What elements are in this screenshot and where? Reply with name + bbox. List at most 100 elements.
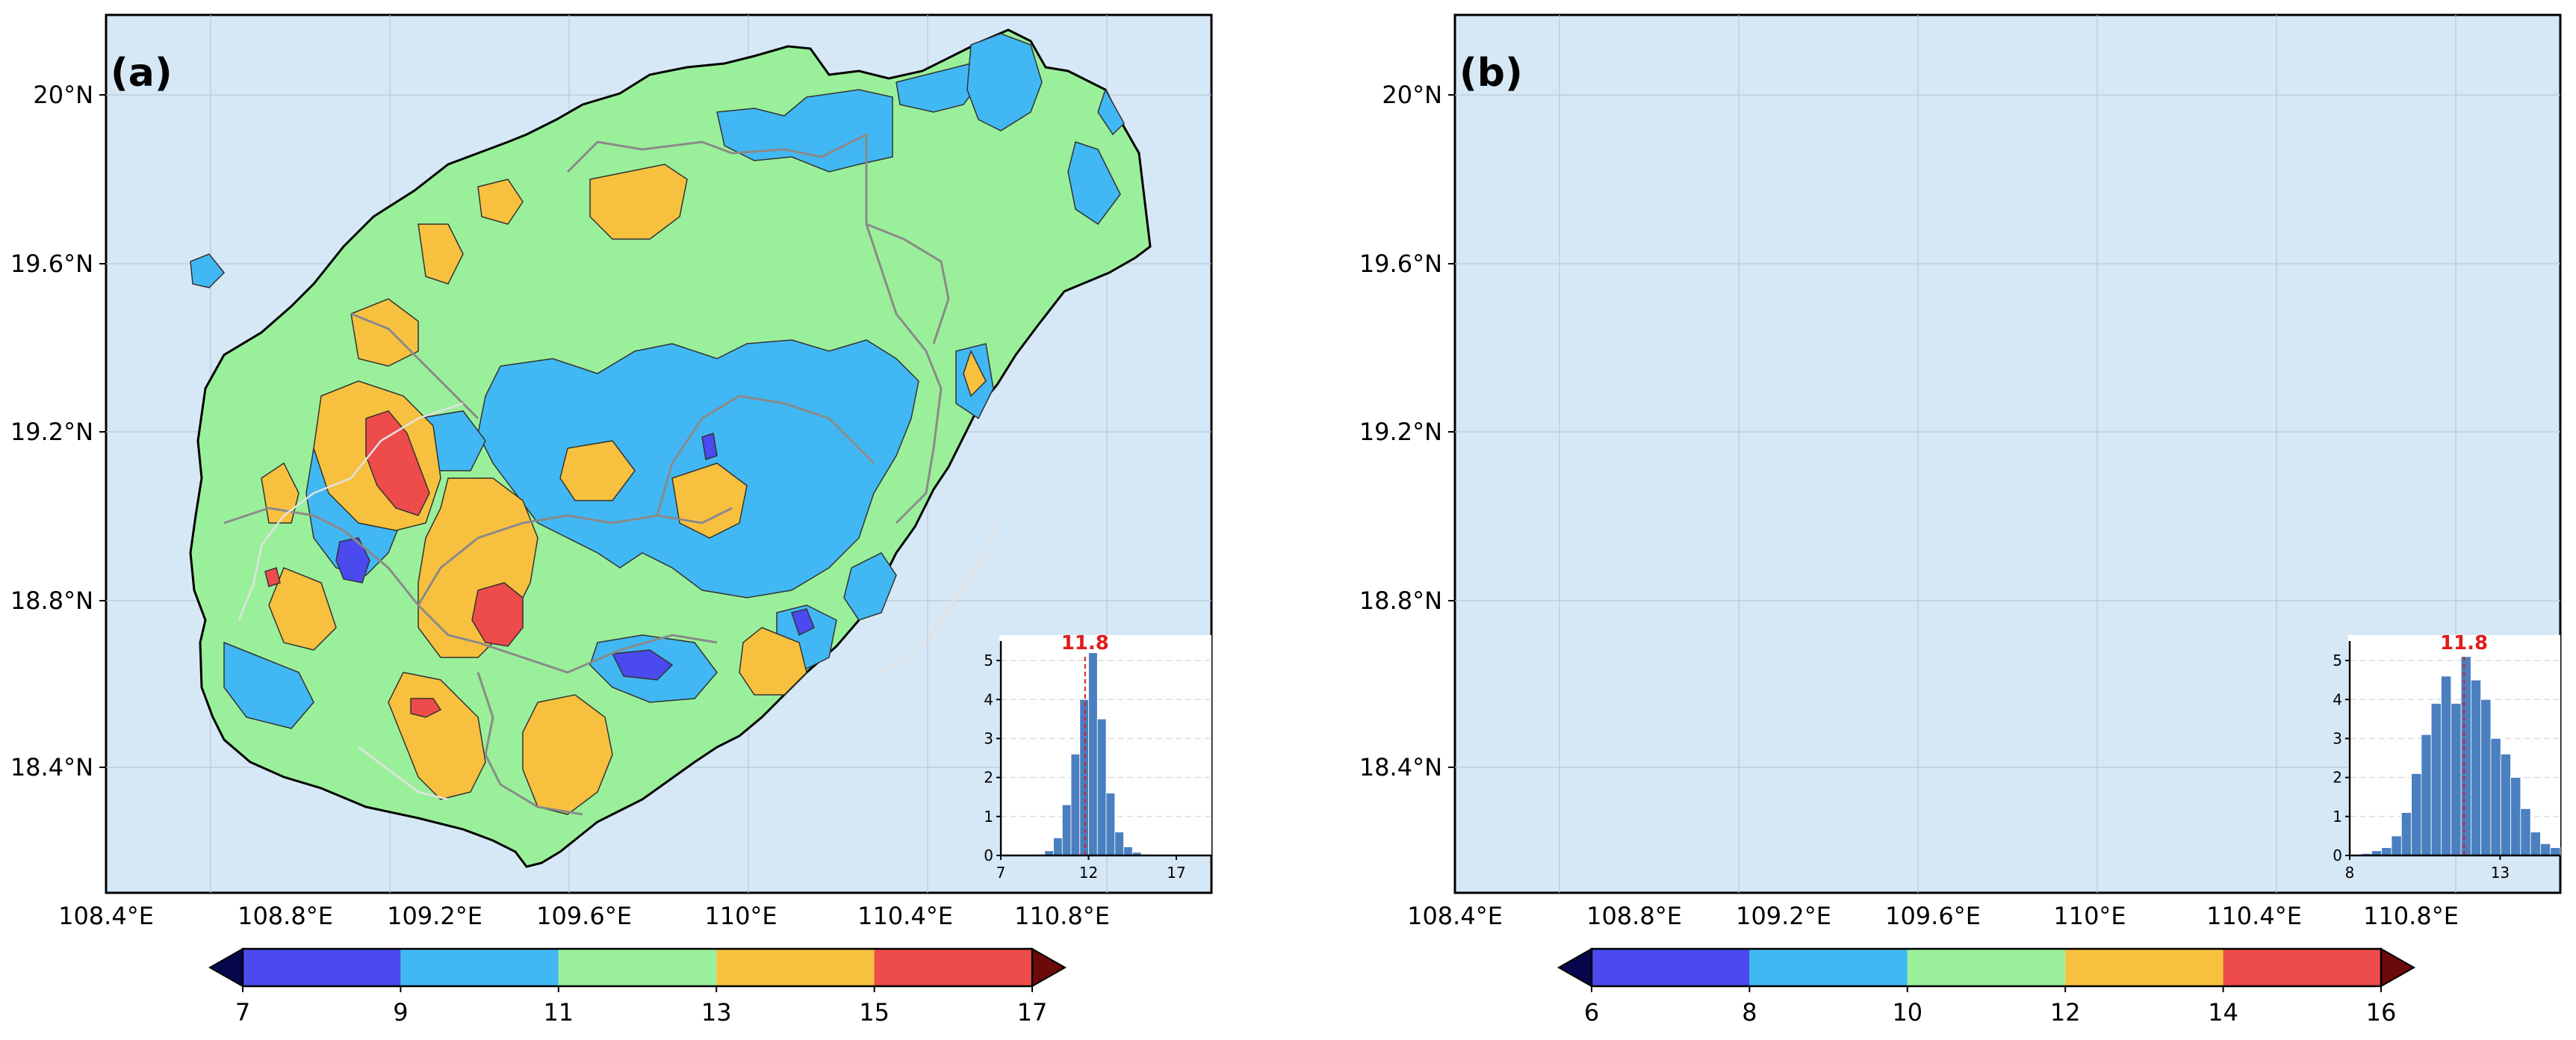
x-tick-label: 109.6°E — [536, 902, 632, 930]
colorbar-segment — [2223, 949, 2381, 986]
hist-x-tick-label: 13 — [2491, 864, 2510, 882]
colorbar-tick-label: 12 — [2050, 998, 2081, 1027]
contour-level-7-9 — [335, 433, 815, 681]
hist-bar — [2550, 847, 2561, 856]
hist-bar — [2460, 656, 2471, 856]
panel-a-label: (a) — [111, 51, 173, 96]
hist-x-tick-label: 7 — [996, 864, 1006, 882]
colorbar-tick-label: 16 — [2366, 998, 2397, 1027]
hist-bar — [1105, 793, 1116, 856]
hist-x-tick-label: 8 — [2345, 864, 2355, 882]
y-tick-label: 18.8°N — [10, 586, 93, 615]
y-tick-label: 18.8°N — [1359, 586, 1442, 615]
hist-y-tick-label: 5 — [984, 651, 993, 669]
colorbar-tick-label: 7 — [235, 998, 250, 1027]
map-gridlines — [1455, 15, 2560, 893]
y-tick-label: 19.2°N — [10, 418, 93, 446]
hist-bar — [1123, 846, 1133, 856]
colorbar-tick-label: 9 — [393, 998, 408, 1027]
colorbar-segments — [208, 947, 1067, 988]
hist-bar — [1088, 652, 1098, 856]
hist-bar — [2530, 832, 2541, 856]
hist-bar — [2490, 738, 2501, 856]
hist-bar — [2480, 699, 2492, 856]
x-tick-label: 110.8°E — [2363, 902, 2459, 930]
y-axis-labels: 20°N 19.6°N 19.2°N 18.8°N 18.4°N — [1359, 81, 1442, 781]
y-tick-label: 19.6°N — [1359, 250, 1442, 278]
colorbar-tick-label: 14 — [2208, 998, 2238, 1027]
hist-gridlines — [1001, 660, 1211, 817]
y-tick-label: 19.2°N — [1359, 418, 1442, 446]
panel-b-label: (b) — [1459, 51, 1523, 96]
colorbar-over-extension — [1031, 947, 1067, 988]
hist-y-tick-label: 0 — [984, 846, 993, 864]
colorbar-tick-label: 13 — [701, 998, 732, 1027]
x-tick-label: 110.4°E — [2206, 902, 2302, 930]
hist-bar — [2421, 734, 2432, 856]
colorbar-tick-label: 15 — [859, 998, 890, 1027]
hist-x-tick-label: 12 — [1079, 864, 1098, 882]
colorbar-under-extension — [208, 947, 243, 988]
hist-bar — [2510, 777, 2521, 856]
x-tick-label: 110°E — [2053, 902, 2126, 930]
hist-bar — [2470, 679, 2482, 856]
hist-bar — [1061, 804, 1072, 856]
hist-y-ticks: 0 1 2 3 4 5 — [984, 651, 1001, 864]
hist-bar — [2441, 675, 2452, 856]
colorbar-segment — [1592, 949, 1750, 986]
colorbar-segment — [1749, 949, 1908, 986]
hist-bar — [2411, 773, 2422, 856]
colorbar-tick-labels: 7 9 11 13 15 17 — [235, 986, 1048, 1027]
hist-y-tick-label: 4 — [2333, 690, 2342, 708]
hist-y-tick-label: 5 — [2333, 651, 2342, 669]
colorbar-over-extension — [2380, 947, 2416, 988]
x-tick-label: 109.6°E — [1885, 902, 1981, 930]
y-tick-label: 20°N — [33, 81, 93, 109]
hainan-island — [189, 28, 1152, 868]
y-tick-label: 19.6°N — [10, 250, 93, 278]
county-borders — [223, 132, 950, 816]
colorbar-tick-labels: 6 8 10 12 14 16 — [1584, 986, 2397, 1027]
hist-y-tick-label: 2 — [2333, 769, 2342, 787]
panel-b: (b) 20°N 19.6°N 19.2°N 18.8°N 18.4°N 108… — [1359, 13, 2562, 1027]
y-axis-ticks — [1448, 94, 1455, 768]
colorbar-segment — [400, 949, 559, 986]
hist-y-tick-label: 1 — [2333, 808, 2342, 826]
x-tick-label: 110°E — [704, 902, 777, 930]
x-axis-labels: 108.4°E 108.8°E 109.2°E 109.6°E 110°E 11… — [1407, 902, 2459, 930]
colorbar-segment — [716, 949, 875, 986]
hist-y-tick-label: 1 — [984, 808, 993, 826]
x-tick-label: 109.2°E — [387, 902, 482, 930]
x-axis-labels: 108.4°E 108.8°E 109.2°E 109.6°E 110°E 11… — [58, 902, 1110, 930]
y-axis-labels: 20°N 19.6°N 19.2°N 18.8°N 18.4°N — [10, 81, 93, 781]
hist-bar — [1079, 699, 1089, 856]
hist-y-tick-label: 3 — [2333, 729, 2342, 747]
colorbar-segment — [558, 949, 717, 986]
hist-bar — [2430, 703, 2442, 856]
hist-y-tick-label: 4 — [984, 690, 993, 708]
hist-bar — [2540, 843, 2551, 856]
colorbar-tick-label: 10 — [1892, 998, 1922, 1027]
colorbar-tick-label: 6 — [1584, 998, 1599, 1027]
y-tick-label: 18.4°N — [10, 753, 93, 781]
hist-bar — [2400, 812, 2412, 856]
x-tick-label: 108.8°E — [238, 902, 333, 930]
hist-bar — [2451, 703, 2462, 856]
x-tick-label: 108.4°E — [1407, 902, 1503, 930]
hist-y-tick-label: 3 — [984, 729, 993, 747]
inner-white-borders — [238, 402, 1002, 801]
colorbar-tick-label: 17 — [1017, 998, 1048, 1027]
x-tick-label: 110.4°E — [857, 902, 953, 930]
y-axis-ticks — [99, 94, 106, 768]
hist-bar — [1096, 718, 1107, 856]
colorbar-segment — [874, 949, 1032, 986]
panel-a: (a) 20°N 19.6°N 19.2°N 18.8°N 18.4°N 108… — [10, 13, 1213, 1027]
hist-bar — [1070, 753, 1081, 856]
colorbar-tick-label: 11 — [543, 998, 574, 1027]
colorbar-outline — [241, 947, 1034, 988]
hist-y-tick-label: 0 — [2333, 846, 2342, 864]
colorbar-outline — [1590, 947, 2383, 988]
hist-y-tick-label: 2 — [984, 769, 993, 787]
hist-mean-label: 11.8 — [2440, 632, 2488, 654]
